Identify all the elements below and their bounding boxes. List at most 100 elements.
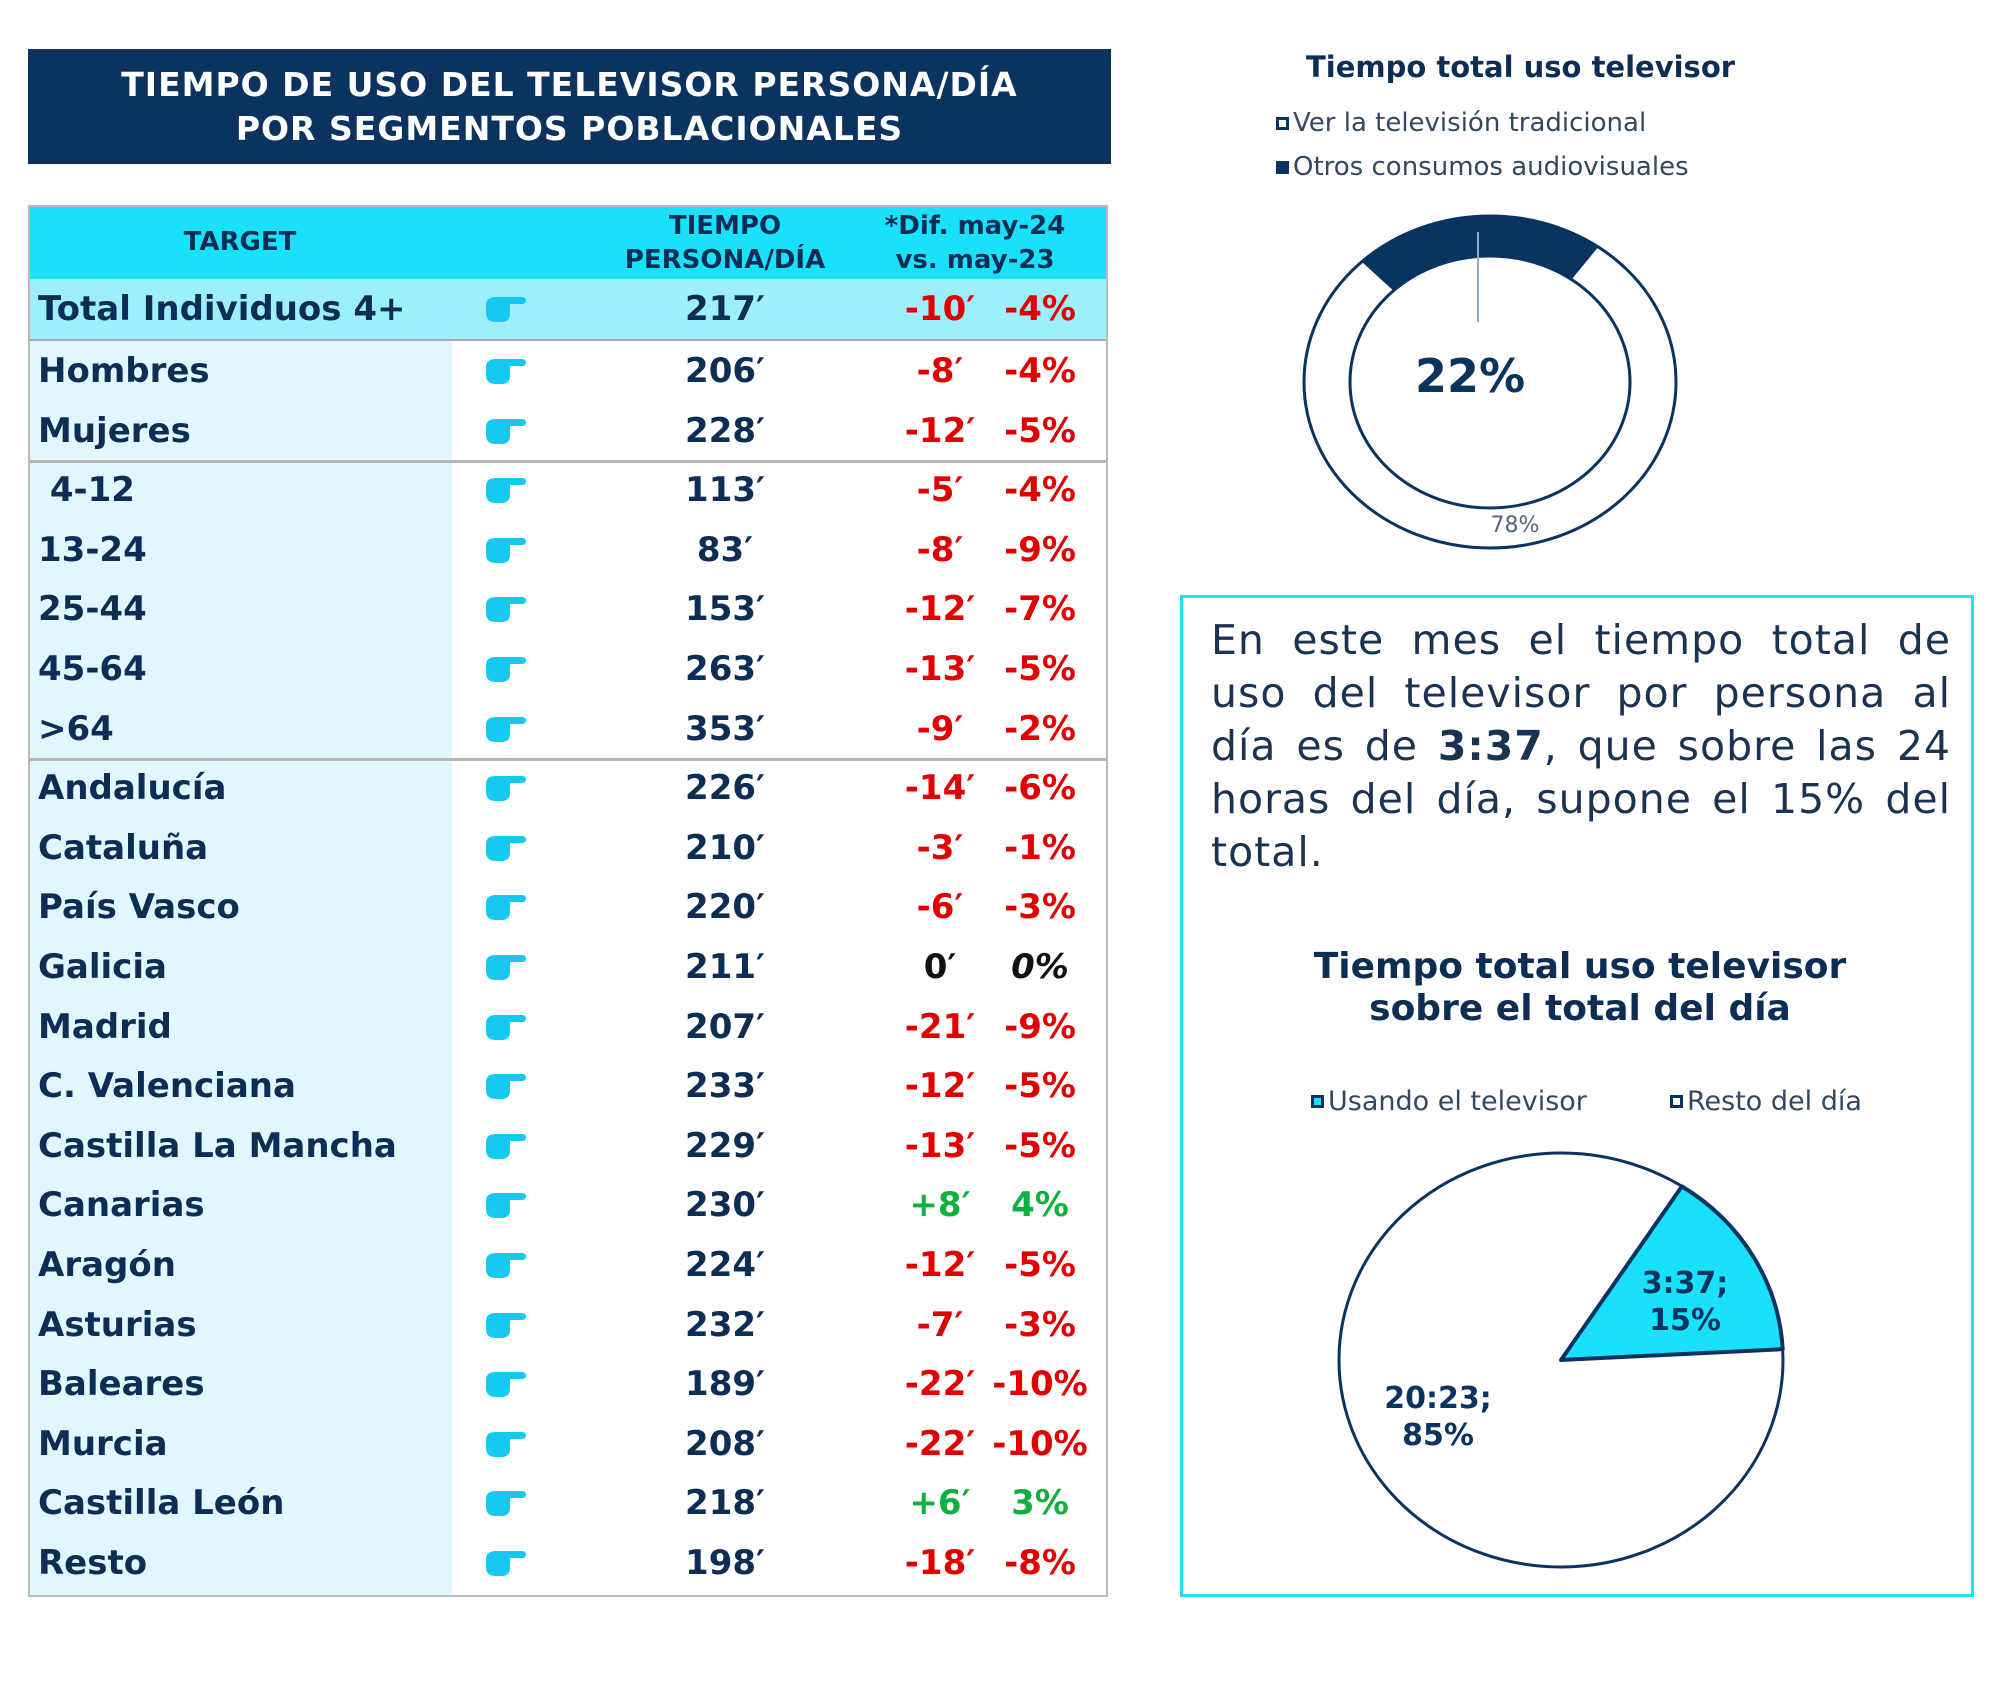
row-label: 13-24 [38, 529, 147, 570]
table-row: 25-44 153′ -12′ -7% [30, 579, 1106, 639]
row-time: 211′ [685, 947, 765, 987]
row-separator [30, 758, 1106, 762]
row-diff: -21′ [904, 1006, 976, 1047]
row-pct: -4% [1004, 351, 1076, 391]
row-time: 189′ [685, 1364, 765, 1405]
pointing-hand-icon [486, 1253, 526, 1278]
row-diff: -9′ [916, 708, 964, 749]
pointing-hand-icon [486, 955, 526, 980]
pie-legend-using: Usando el televisor [1311, 1086, 1587, 1117]
row-pct: -5% [1004, 1245, 1076, 1285]
header-target: TARGET [183, 227, 297, 257]
table-row: Resto 198′ -18′ -8% [30, 1533, 1106, 1593]
row-diff: -22′ [904, 1364, 976, 1405]
row-diff: -18′ [904, 1543, 976, 1583]
row-diff: -12′ [904, 410, 976, 451]
row-pct: -4% [1004, 289, 1076, 329]
row-time: 229′ [685, 1125, 765, 1166]
table-header: TARGET TIEMPO PERSONA/DÍA *Dif. may-24 v… [30, 207, 1106, 282]
pie-legend-rest: Resto del día [1670, 1086, 1862, 1117]
row-time: 208′ [685, 1423, 765, 1464]
row-diff: 0′ [923, 947, 957, 987]
donut-chart: 22% 78% [1302, 214, 1678, 550]
row-pct: -3% [1004, 887, 1076, 928]
row-label: Mujeres [38, 410, 191, 451]
row-time: 217′ [685, 289, 765, 329]
row-time: 353′ [685, 708, 765, 749]
row-diff: -10′ [904, 289, 976, 329]
row-label: >64 [38, 708, 114, 749]
table-row: Andalucía 226′ -14′ -6% [30, 758, 1106, 818]
legend-label: Otros consumos audiovisuales [1293, 152, 1689, 182]
row-label: Aragón [38, 1245, 176, 1285]
pointing-hand-icon [486, 1312, 526, 1338]
table-row: 13-24 83′ -8′ -9% [30, 520, 1106, 580]
pointing-hand-icon [486, 359, 526, 384]
table-row: C. Valenciana 233′ -12′ -5% [30, 1056, 1106, 1116]
summary-pre: En este mes el tiempo total de uso del t… [1211, 616, 1951, 770]
pointing-hand-icon [486, 597, 526, 623]
row-label: Cataluña [38, 827, 209, 868]
summary-bold: 3:37 [1437, 722, 1544, 770]
row-pct: -3% [1004, 1304, 1076, 1345]
row-pct: -6% [1004, 768, 1076, 809]
table-row: Galicia 211′ 0′ 0% [30, 937, 1106, 997]
header-diff-1: *Dif. may-24 [884, 211, 1066, 241]
row-diff: -6′ [916, 887, 964, 928]
row-time: 83′ [696, 529, 754, 570]
pointing-hand-icon [486, 895, 526, 921]
row-label: Andalucía [38, 768, 227, 809]
table-row: 45-64 263′ -13′ -5% [30, 639, 1106, 699]
total-row: Total Individuos 4+ 217′ -10′ -4% [30, 279, 1106, 341]
row-pct: -10% [992, 1364, 1088, 1405]
row-diff: -8′ [916, 529, 964, 570]
legend-swatch-white [1276, 116, 1289, 130]
row-label: Murcia [38, 1423, 168, 1464]
table-row: País Vasco 220′ -6′ -3% [30, 877, 1106, 937]
row-time: 207′ [685, 1006, 765, 1047]
pointing-hand-icon [486, 1014, 526, 1040]
pie-title-line-1: Tiempo total uso televisor [1313, 946, 1847, 987]
row-time: 224′ [685, 1245, 765, 1285]
pointing-hand-icon [486, 1133, 526, 1159]
row-label: Asturias [38, 1304, 197, 1345]
legend-swatch-white [1670, 1095, 1683, 1108]
title-line-1: TIEMPO DE USO DEL TELEVISOR PERSONA/DÍA [121, 64, 1018, 104]
row-label: Madrid [38, 1006, 172, 1047]
row-time: 210′ [685, 827, 765, 868]
table-row: Madrid 207′ -21′ -9% [30, 997, 1106, 1057]
target-column-bg [30, 339, 452, 1595]
pointing-hand-icon [486, 835, 526, 861]
row-label: 4-12 [38, 470, 135, 511]
row-label: 45-64 [38, 649, 147, 689]
pie-title: Tiempo total uso televisor sobre el tota… [1183, 946, 1977, 1030]
legend-label: Usando el televisor [1328, 1086, 1587, 1117]
table-row: Cataluña 210′ -3′ -1% [30, 818, 1106, 878]
row-pct: 0% [1011, 947, 1069, 987]
row-label: Canarias [38, 1185, 205, 1226]
summary-box: En este mes el tiempo total de uso del t… [1180, 595, 1974, 1597]
row-time: 153′ [685, 589, 765, 630]
row-time: 233′ [685, 1066, 765, 1107]
donut-title: Tiempo total uso televisor [1306, 50, 1736, 84]
donut-legend-other: Otros consumos audiovisuales [1276, 152, 1689, 182]
row-pct: -10% [992, 1423, 1088, 1464]
row-time: 218′ [685, 1483, 765, 1524]
summary-text: En este mes el tiempo total de uso del t… [1211, 614, 1951, 879]
row-diff: +6′ [909, 1483, 971, 1524]
pointing-hand-icon [486, 1551, 526, 1576]
legend-swatch-navy [1276, 160, 1289, 174]
pie-label-rest-pct: 85% [1402, 1418, 1474, 1453]
row-separator [30, 460, 1106, 464]
row-diff: -12′ [904, 1245, 976, 1285]
pointing-hand-icon [486, 1074, 526, 1100]
row-diff: -8′ [916, 351, 964, 391]
pointing-hand-icon [486, 776, 526, 802]
donut-legend-traditional: Ver la televisión tradicional [1276, 108, 1646, 138]
table-row: Castilla León 218′ +6′ 3% [30, 1473, 1106, 1533]
table-row: Hombres 206′ -8′ -4% [30, 341, 1106, 401]
table-row: Asturias 232′ -7′ -3% [30, 1295, 1106, 1355]
row-pct: -4% [1004, 470, 1076, 511]
row-label: Baleares [38, 1364, 205, 1405]
row-diff: -3′ [916, 827, 964, 868]
